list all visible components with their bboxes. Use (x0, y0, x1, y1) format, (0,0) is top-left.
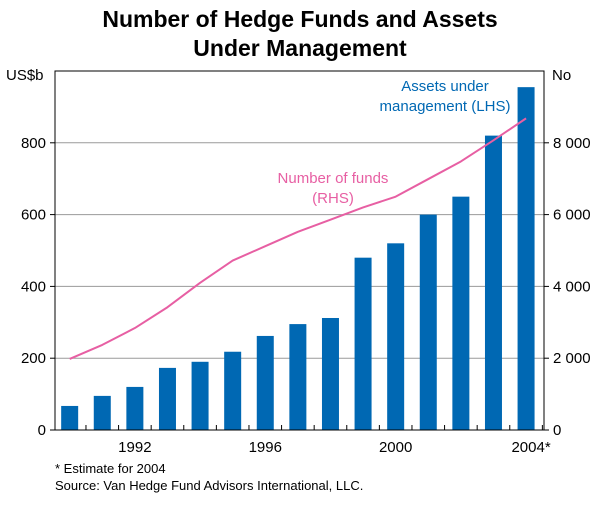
x-tick-label: 2004* (511, 439, 550, 456)
assets-label-line1: Assets under (401, 78, 489, 95)
left-tick-label: 0 (38, 422, 46, 439)
assets-bar (191, 361, 209, 430)
right-tick-label: 0 (553, 422, 561, 439)
assets-bar (354, 257, 372, 430)
chart-title-line2: Under Management (193, 35, 407, 61)
assets-bar (126, 386, 144, 430)
assets-bar (452, 196, 470, 430)
funds-line (69, 117, 527, 360)
x-tick-label: 1996 (249, 439, 282, 456)
right-tick-label: 2 000 (553, 350, 591, 367)
right-tick-label: 6 000 (553, 207, 591, 224)
x-tick-label: 1992 (118, 439, 151, 456)
assets-bar (158, 367, 176, 430)
funds-label-line1: Number of funds (278, 170, 389, 187)
assets-label-line2: management (LHS) (380, 98, 511, 115)
assets-bar (419, 214, 437, 430)
right-axis-ticks: 0 2 000 4 000 6 000 8 000 (544, 135, 591, 439)
assets-bar (289, 324, 307, 430)
left-tick-label: 200 (21, 350, 46, 367)
assets-bars (61, 87, 535, 430)
funds-label-line2: (RHS) (312, 190, 354, 207)
right-axis-unit: No (552, 67, 571, 84)
x-tick-label: 2000 (379, 439, 412, 456)
right-tick-label: 4 000 (553, 278, 591, 295)
assets-bar (387, 243, 405, 430)
x-axis-ticks: 1992 1996 2000 2004* (85, 425, 551, 456)
plot-frame (54, 70, 545, 431)
left-axis-ticks: 0 200 400 600 800 (21, 135, 55, 439)
left-tick-label: 800 (21, 135, 46, 152)
left-tick-label: 600 (21, 207, 46, 224)
right-tick-label: 8 000 (553, 135, 591, 152)
left-axis-unit: US$b (6, 67, 44, 84)
assets-bar (256, 335, 274, 430)
assets-bar (93, 395, 111, 430)
assets-bar (484, 135, 502, 430)
assets-bar (321, 317, 339, 430)
source-note: Source: Van Hedge Fund Advisors Internat… (55, 478, 364, 493)
funds-line-path (69, 117, 527, 360)
left-tick-label: 400 (21, 278, 46, 295)
footnote: * Estimate for 2004 (55, 461, 166, 476)
assets-bar (224, 351, 242, 430)
assets-bar (517, 87, 535, 430)
assets-bar (61, 405, 79, 430)
chart-title-line1: Number of Hedge Funds and Assets (102, 6, 497, 32)
